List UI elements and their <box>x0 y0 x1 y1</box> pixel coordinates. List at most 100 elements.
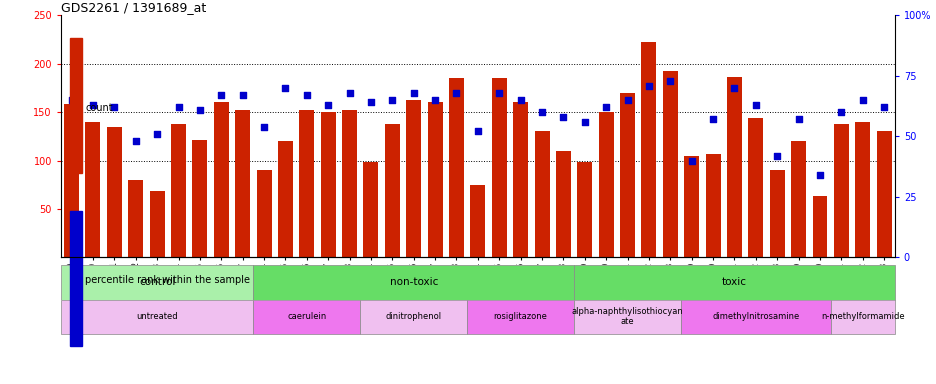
Text: caerulein: caerulein <box>286 312 326 321</box>
Point <box>406 90 421 96</box>
Bar <box>574 300 680 334</box>
Bar <box>64 104 79 257</box>
Text: n-methylformamide: n-methylformamide <box>820 312 903 321</box>
Bar <box>577 162 592 257</box>
Point <box>107 104 122 110</box>
Point <box>620 97 635 103</box>
Point <box>64 97 79 103</box>
Point <box>812 172 826 178</box>
Bar <box>830 300 894 334</box>
Text: toxic: toxic <box>722 277 746 287</box>
Bar <box>790 141 805 257</box>
Bar <box>320 112 335 257</box>
Text: count: count <box>85 103 112 113</box>
Bar <box>342 110 357 257</box>
Point <box>278 85 293 91</box>
Bar <box>299 110 314 257</box>
Bar <box>726 77 741 257</box>
Point <box>363 99 378 106</box>
Point <box>534 109 548 115</box>
Bar <box>534 131 548 257</box>
Point <box>320 102 335 108</box>
Bar <box>769 170 783 257</box>
Bar <box>467 300 574 334</box>
Bar <box>748 118 763 257</box>
Bar <box>253 300 359 334</box>
Bar <box>620 93 635 257</box>
Point <box>342 90 357 96</box>
Bar <box>70 211 81 346</box>
Bar <box>256 170 271 257</box>
Point <box>705 116 720 122</box>
Bar <box>61 265 253 300</box>
Point <box>171 104 186 110</box>
Point <box>577 119 592 125</box>
Text: untreated: untreated <box>136 312 178 321</box>
Text: non-toxic: non-toxic <box>389 277 437 287</box>
Bar <box>812 196 826 257</box>
Bar <box>128 180 143 257</box>
Point <box>213 92 228 98</box>
Bar <box>61 300 253 334</box>
Text: percentile rank within the sample: percentile rank within the sample <box>85 275 250 285</box>
Text: rosiglitazone: rosiglitazone <box>493 312 547 321</box>
Bar <box>278 141 293 257</box>
Point <box>470 128 485 134</box>
Bar <box>574 265 894 300</box>
Point <box>876 104 891 110</box>
Bar <box>406 99 421 257</box>
Bar <box>359 300 467 334</box>
Point <box>299 92 314 98</box>
Point <box>491 90 506 96</box>
Text: control: control <box>139 277 175 287</box>
Point <box>150 131 165 137</box>
Point <box>235 92 250 98</box>
Bar <box>363 162 378 257</box>
Point <box>427 97 442 103</box>
Point <box>513 97 528 103</box>
Bar <box>385 124 400 257</box>
Bar <box>833 124 848 257</box>
Point <box>598 104 613 110</box>
Bar <box>598 112 613 257</box>
Point <box>768 152 783 159</box>
Bar <box>876 131 891 257</box>
Text: GDS2261 / 1391689_at: GDS2261 / 1391689_at <box>61 1 206 14</box>
Point <box>192 107 207 113</box>
Bar <box>150 192 165 257</box>
Bar <box>192 140 207 257</box>
Bar <box>641 43 656 257</box>
Point <box>256 124 271 130</box>
Bar <box>213 103 228 257</box>
Bar <box>680 300 830 334</box>
Text: dinitrophenol: dinitrophenol <box>386 312 441 321</box>
Point <box>683 157 698 164</box>
Point <box>448 90 463 96</box>
Point <box>748 102 763 108</box>
Bar <box>253 265 574 300</box>
Bar <box>491 78 506 257</box>
Bar <box>470 185 485 257</box>
Text: alpha-naphthylisothiocyan
ate: alpha-naphthylisothiocyan ate <box>571 307 682 326</box>
Bar <box>70 38 81 173</box>
Point <box>555 114 570 120</box>
Point <box>855 97 870 103</box>
Bar <box>705 154 720 257</box>
Bar <box>171 124 186 257</box>
Point <box>385 97 400 103</box>
Bar <box>855 122 870 257</box>
Bar <box>555 151 570 257</box>
Bar <box>662 71 677 257</box>
Bar <box>427 103 442 257</box>
Point <box>726 85 741 91</box>
Bar <box>513 103 528 257</box>
Bar <box>107 127 122 257</box>
Point <box>833 109 848 115</box>
Point <box>641 83 656 89</box>
Point <box>662 78 677 84</box>
Bar <box>683 156 698 257</box>
Point <box>790 116 805 122</box>
Bar <box>85 122 100 257</box>
Point <box>128 138 143 144</box>
Text: dimethylnitrosamine: dimethylnitrosamine <box>711 312 798 321</box>
